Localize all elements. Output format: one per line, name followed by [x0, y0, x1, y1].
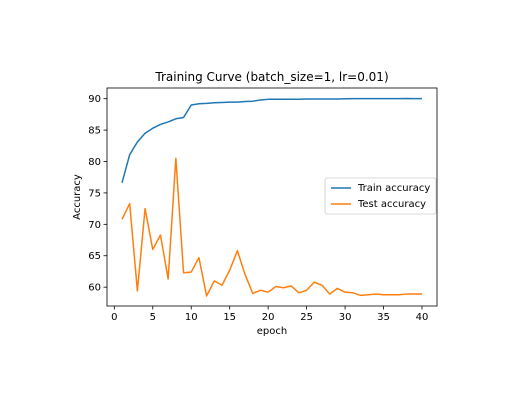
legend-box	[324, 177, 437, 215]
legend: Train accuracy Test accuracy	[324, 177, 437, 215]
y-tick-label: 85	[88, 126, 101, 137]
y-tick-label: 60	[88, 283, 101, 294]
x-tick-label: 40	[416, 312, 429, 323]
x-axis-label: epoch	[257, 326, 287, 337]
y-tick-label: 70	[88, 220, 101, 231]
x-tick-label: 25	[300, 312, 313, 323]
x-tick-label: 5	[150, 312, 156, 323]
x-axis-ticks: 0 5 10 15 20 25 30 35 40	[111, 306, 428, 323]
y-axis-label: Accuracy	[72, 174, 83, 220]
chart-title: Training Curve (batch_size=1, lr=0.01)	[154, 70, 388, 84]
y-axis-ticks: 60 65 70 75 80 85 90	[88, 94, 107, 294]
legend-label-train: Train accuracy	[357, 183, 430, 194]
y-tick-label: 75	[88, 188, 101, 199]
x-tick-label: 20	[262, 312, 275, 323]
x-tick-label: 30	[339, 312, 352, 323]
x-tick-label: 0	[111, 312, 117, 323]
plot-series	[121, 97, 423, 297]
series-line-train	[121, 97, 422, 184]
y-tick-label: 65	[88, 251, 101, 262]
series-line-test	[121, 157, 422, 297]
x-tick-label: 10	[185, 312, 198, 323]
y-tick-label: 90	[88, 94, 101, 105]
legend-label-test: Test accuracy	[357, 199, 426, 210]
y-tick-label: 80	[88, 157, 101, 168]
x-tick-label: 15	[223, 312, 236, 323]
x-tick-label: 35	[377, 312, 390, 323]
plot-frame	[106, 87, 438, 307]
